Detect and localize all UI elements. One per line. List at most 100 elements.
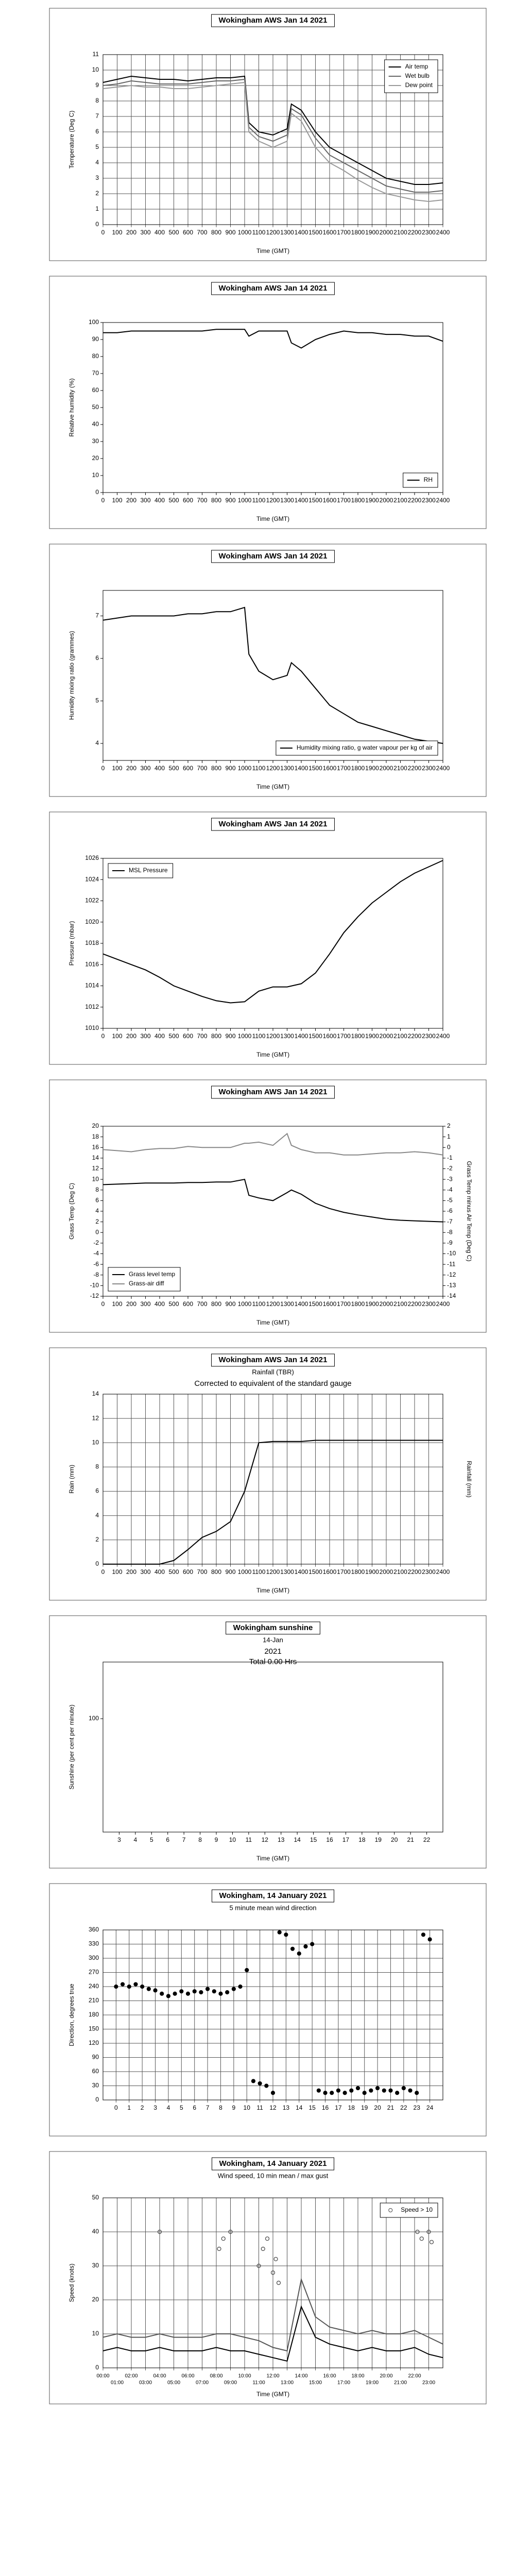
plot-area — [102, 1662, 443, 1833]
y-tick-label: 1022 — [85, 897, 99, 904]
x-tick-label: 1000 — [238, 1568, 252, 1575]
x-tick-label: 2100 — [393, 229, 407, 236]
y-tick-label: 9 — [95, 81, 99, 89]
x-tick-label: 500 — [168, 765, 179, 772]
x-tick-label: 1000 — [238, 765, 252, 772]
x-tick-label: 400 — [154, 1032, 165, 1040]
x-tick-label: 500 — [168, 1568, 179, 1575]
x-tick-label: 2100 — [393, 765, 407, 772]
plot-area — [102, 1126, 443, 1297]
legend-label: MSL Pressure — [129, 867, 168, 874]
x-tick-label: 400 — [154, 765, 165, 772]
y-tick-label: 30 — [92, 437, 99, 445]
y2-axis-label: Rainfall (mm) — [466, 1461, 473, 1497]
legend-label: Air temp — [405, 63, 428, 70]
data-point — [290, 1946, 295, 1951]
data-point — [284, 1933, 288, 1937]
y-tick-label: 1018 — [85, 939, 99, 946]
y-tick-label: 12 — [92, 1165, 99, 1172]
x-tick-label: 600 — [183, 1568, 193, 1575]
x-axis-label: Time (GMT) — [256, 515, 289, 522]
y2-tick-label: -10 — [447, 1250, 456, 1257]
data-point — [349, 2088, 354, 2093]
y-tick-label: 7 — [95, 112, 99, 120]
x-tick-label: 1600 — [323, 1300, 337, 1308]
x-tick-label: 1600 — [323, 1032, 337, 1040]
title-box — [226, 1621, 320, 1635]
y-tick-label: 330 — [89, 1940, 99, 1947]
y-tick-label: 8 — [95, 1463, 99, 1470]
y-tick-label: -8 — [93, 1271, 99, 1278]
x-tick-label: 02:00 — [125, 2374, 138, 2379]
x-tick-label: 19 — [375, 1836, 382, 1843]
x-tick-label: 5 — [180, 2104, 183, 2111]
y-tick-label: 0 — [95, 488, 99, 496]
x-tick-label: 17 — [342, 1836, 350, 1843]
data-point — [212, 1989, 216, 1994]
title-box — [212, 2157, 334, 2171]
x-tick-label: 1200 — [266, 497, 280, 504]
x-tick-label: 2 — [141, 2104, 144, 2111]
y-tick-label: 20 — [92, 454, 99, 462]
x-tick-label: 1600 — [323, 497, 337, 504]
data-point — [408, 2088, 413, 2093]
data-point — [330, 2091, 334, 2095]
x-tick-label: 300 — [140, 497, 150, 504]
x-tick-label: 13:00 — [281, 2380, 294, 2386]
data-line — [102, 860, 443, 1004]
x-tick-label: 100 — [112, 765, 122, 772]
x-tick-label: 22 — [400, 2104, 407, 2111]
x-tick-label: 800 — [211, 1032, 221, 1040]
data-point — [375, 2086, 380, 2091]
chart-title: Wokingham AWS Jan 14 2021 — [219, 1355, 328, 1364]
x-tick-label: 2300 — [422, 765, 436, 772]
x-tick-label: 2100 — [393, 497, 407, 504]
plot-area — [102, 322, 443, 493]
x-tick-label: 2300 — [422, 1568, 436, 1575]
data-point — [270, 2091, 276, 2095]
legend-label: Dew point — [405, 81, 433, 89]
y-tick-label: -10 — [90, 1282, 99, 1289]
x-tick-label: 3 — [153, 2104, 157, 2111]
x-tick-label: 1 — [127, 2104, 131, 2111]
data-point — [217, 2246, 221, 2251]
x-tick-label: 2100 — [393, 1300, 407, 1308]
x-tick-label: 700 — [197, 497, 207, 504]
chart-title: Wokingham, 14 January 2021 — [219, 2159, 327, 2168]
x-tick-label: 16 — [326, 1836, 333, 1843]
y2-tick-label: -8 — [447, 1228, 453, 1235]
y-tick-label: 2 — [95, 190, 99, 197]
y-tick-label: 12 — [92, 1414, 99, 1421]
data-point — [419, 2236, 424, 2241]
y-tick-label: 50 — [92, 403, 99, 411]
y-tick-label: 300 — [89, 1954, 99, 1961]
x-tick-label: 15 — [310, 1836, 317, 1843]
x-axis-label: Time (GMT) — [256, 1051, 289, 1058]
x-tick-label: 200 — [126, 1300, 136, 1308]
x-tick-label: 2400 — [436, 1300, 450, 1308]
data-point — [336, 2088, 341, 2093]
data-line — [102, 1132, 443, 1156]
x-tick-label: 23:00 — [422, 2380, 435, 2386]
x-tick-label: 01:00 — [111, 2380, 124, 2386]
y-tick-label: 5 — [95, 143, 99, 150]
x-tick-label: 0 — [101, 1568, 105, 1575]
x-tick-label: 500 — [168, 1032, 179, 1040]
data-point — [133, 1982, 138, 1987]
x-axis-label: Time (GMT) — [256, 1855, 289, 1862]
y-tick-label: 0 — [95, 2364, 99, 2371]
y-axis-label: Humidity mixing ratio (grammes) — [68, 631, 75, 720]
data-line — [102, 606, 443, 744]
x-tick-label: 5 — [150, 1836, 153, 1843]
title-box — [211, 14, 335, 27]
y-tick-label: 210 — [89, 1997, 99, 2004]
panel — [49, 1347, 487, 1601]
y2-tick-label: -7 — [447, 1218, 453, 1225]
chart: -12-10-8-6-4-202468101214161820-14-13-12… — [49, 1079, 487, 1333]
data-point — [426, 2229, 431, 2234]
data-point — [238, 1984, 243, 1989]
chart-title: Wokingham AWS Jan 14 2021 — [219, 284, 328, 293]
y-axis-label: Direction, degrees true — [68, 1984, 75, 2046]
